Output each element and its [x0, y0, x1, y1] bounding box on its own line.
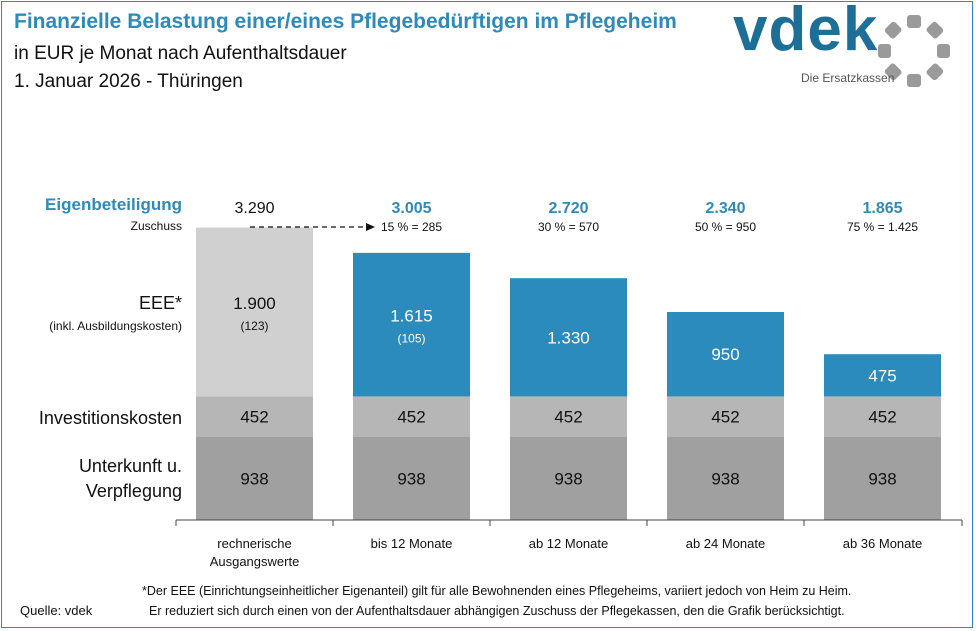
x-tick-label: ab 36 Monate: [843, 536, 923, 551]
row-label-eigenbeteiligung: Eigenbeteiligung: [45, 195, 182, 214]
row-label-unterkunft-1: Unterkunft u.: [78, 456, 182, 476]
data-label: 452: [397, 408, 425, 427]
data-label: 1.615: [390, 307, 433, 326]
bar-segment: [353, 396, 470, 437]
data-sub-label: (105): [397, 332, 425, 346]
row-label-investitionskosten: Investitionskosten: [38, 408, 182, 428]
bar-segment: [824, 436, 941, 520]
data-label: 938: [711, 469, 739, 488]
x-tick-label: ab 24 Monate: [686, 536, 766, 551]
data-label: 452: [240, 408, 268, 427]
footnote: *Der EEE (Einrichtungseinheitlicher Eige…: [142, 581, 851, 621]
data-label: 452: [554, 408, 582, 427]
data-label: 938: [868, 469, 896, 488]
row-label-eee: EEE*: [138, 293, 182, 313]
eigenbeteiligung-label: 3.290: [234, 200, 274, 217]
x-tick-label: rechnerische: [217, 536, 291, 551]
zuschuss-label: 30 % = 570: [538, 220, 599, 234]
data-label: 1.900: [233, 294, 276, 313]
bar-segment: [667, 436, 784, 520]
footnote-line-2: Er reduziert sich durch einen von der Au…: [149, 604, 845, 618]
footnote-line-1: *Der EEE (Einrichtungseinheitlicher Eige…: [142, 584, 852, 598]
bar-segment: [196, 396, 313, 437]
data-label: 475: [868, 366, 896, 385]
data-label: 452: [711, 408, 739, 427]
row-label-zuschuss: Zuschuss: [130, 219, 182, 233]
chart-title: Finanzielle Belastung einer/eines Pflege…: [14, 10, 677, 33]
chart-date-region: 1. Januar 2026 - Thüringen: [14, 71, 243, 92]
eigenbeteiligung-label: 1.865: [862, 200, 902, 217]
data-sub-label: (123): [240, 319, 268, 333]
logo-tagline: Die Ersatzkassen: [801, 71, 895, 85]
bar-segment: [353, 252, 470, 397]
zuschuss-arrow-head: [366, 223, 375, 231]
data-label: 1.330: [547, 328, 590, 347]
eigenbeteiligung-label: 3.005: [391, 200, 431, 217]
eigenbeteiligung-label: 2.340: [705, 200, 745, 217]
bar-segment: [353, 436, 470, 520]
vdek-logo: vdek Die Ersatzkassen: [733, 0, 958, 90]
data-label: 950: [711, 345, 739, 364]
eigenbeteiligung-label: 2.720: [548, 200, 588, 217]
source-note: Quelle: vdek: [20, 603, 93, 618]
bar-segment: [510, 278, 627, 397]
bar-segment: [510, 436, 627, 520]
row-label-eee-sub: (inkl. Ausbildungskosten): [49, 319, 182, 333]
bar-segment: [824, 396, 941, 437]
bar-segment: [510, 396, 627, 437]
row-label-unterkunft-2: Verpflegung: [85, 481, 182, 501]
data-label: 938: [554, 469, 582, 488]
chart-subtitle: in EUR je Monat nach Aufenthaltsdauer: [14, 43, 347, 64]
logo-ring-icon: [878, 15, 950, 87]
data-label: 938: [240, 469, 268, 488]
bar-segment: [196, 436, 313, 520]
bar-segment: [196, 227, 313, 397]
zuschuss-label: 75 % = 1.425: [847, 220, 918, 234]
zuschuss-label: 15 % = 285: [381, 220, 442, 234]
logo-wordmark: vdek: [733, 0, 879, 64]
x-tick-label: ab 12 Monate: [529, 536, 609, 551]
bar-segment: [824, 354, 941, 397]
zuschuss-label: 50 % = 950: [695, 220, 756, 234]
x-tick-label: bis 12 Monate: [371, 536, 453, 551]
x-tick-label: Ausgangswerte: [210, 554, 300, 569]
bar-segment: [667, 396, 784, 437]
data-label: 938: [397, 469, 425, 488]
bar-segment: [667, 311, 784, 397]
data-label: 452: [868, 408, 896, 427]
